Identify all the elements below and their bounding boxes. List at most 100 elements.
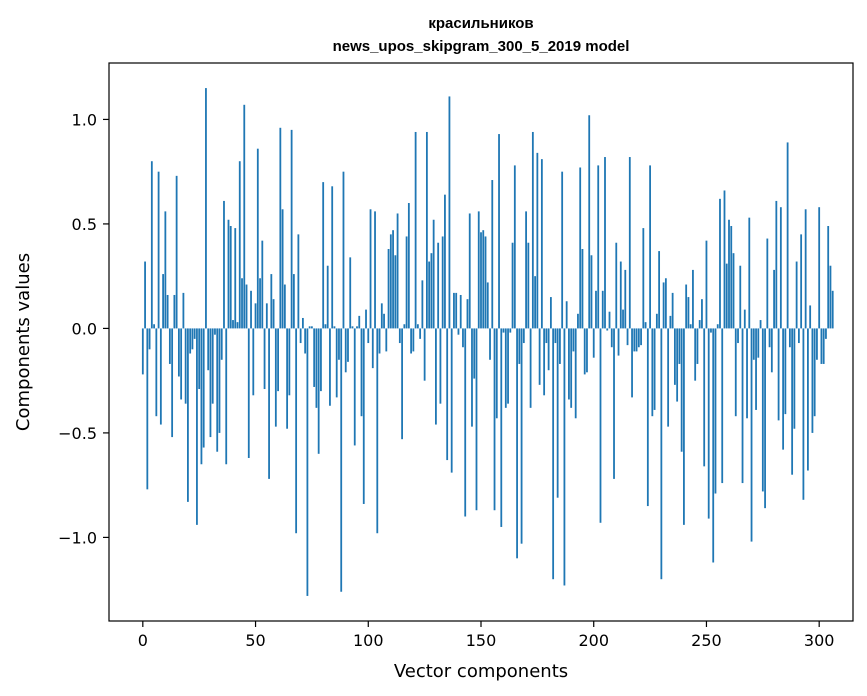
bar (462, 328, 464, 348)
bar (786, 142, 789, 329)
bar (513, 165, 516, 329)
bar (270, 274, 273, 329)
bar (430, 253, 433, 329)
bar (261, 240, 264, 329)
bar (489, 328, 491, 360)
bar (254, 303, 257, 329)
bar (389, 234, 392, 329)
bar (202, 328, 205, 448)
bar (288, 328, 291, 396)
bar (229, 226, 232, 329)
bar (586, 328, 588, 373)
bar (764, 328, 766, 509)
bar (572, 328, 575, 352)
bar (683, 328, 685, 525)
bar (622, 309, 624, 329)
bar (326, 265, 329, 329)
bar (223, 200, 225, 329)
bar (739, 265, 742, 329)
bar (205, 88, 207, 329)
bar (522, 328, 525, 344)
bar (809, 305, 812, 329)
bar (349, 257, 352, 329)
bar (610, 328, 613, 348)
bar (719, 198, 721, 329)
bar (351, 326, 354, 329)
bar (475, 328, 478, 511)
bar (696, 328, 699, 364)
bar (692, 269, 694, 329)
bar (662, 282, 665, 329)
bar (554, 328, 557, 344)
bar (405, 236, 408, 329)
bar (274, 328, 277, 427)
bar (200, 328, 203, 465)
bar (590, 255, 593, 329)
bar (416, 324, 419, 329)
bar (511, 242, 514, 329)
bar (252, 328, 255, 396)
bar (387, 249, 390, 329)
bar (500, 328, 503, 527)
bar (209, 328, 212, 438)
bar (286, 328, 289, 429)
bar (703, 328, 706, 467)
bar (193, 328, 196, 339)
y-tick-label: 1.0 (72, 110, 97, 129)
bar (480, 232, 482, 329)
bar (196, 328, 198, 525)
bar (214, 328, 216, 335)
bar (791, 328, 794, 475)
bar (568, 328, 570, 400)
bar (673, 328, 676, 385)
bar (265, 303, 268, 329)
bar (358, 315, 361, 329)
x-tick-label: 50 (245, 631, 265, 650)
bar (768, 328, 771, 348)
bar (520, 328, 523, 544)
bar (680, 328, 683, 452)
bar (189, 328, 192, 354)
bar (775, 200, 778, 329)
bar (793, 328, 796, 429)
bar (232, 320, 234, 329)
bar (619, 261, 622, 329)
bar (761, 328, 764, 492)
bar (536, 152, 539, 329)
bar (502, 328, 505, 333)
bar (559, 328, 561, 364)
bar (444, 194, 446, 329)
bar (441, 236, 444, 329)
bar (403, 324, 406, 329)
bar (439, 328, 442, 404)
bar (256, 148, 259, 329)
bar (191, 328, 194, 350)
y-tick-label: 0.5 (72, 215, 97, 234)
bar (473, 328, 476, 379)
bar (637, 328, 640, 348)
bar (631, 328, 633, 398)
bar (565, 301, 568, 329)
bar (435, 328, 437, 425)
bar (281, 209, 284, 329)
bar (164, 211, 167, 329)
bar (818, 207, 821, 329)
bar (144, 261, 146, 329)
bar (676, 328, 679, 402)
bar (716, 324, 719, 329)
bar (446, 328, 449, 461)
bar (459, 294, 462, 329)
bar (141, 328, 144, 375)
bar (581, 249, 584, 329)
bar (748, 217, 751, 329)
bar (311, 326, 313, 329)
bar (626, 328, 629, 346)
y-tick-label: 0.0 (72, 319, 97, 338)
bar (245, 284, 248, 329)
bar (804, 209, 807, 329)
bar (340, 328, 343, 592)
bar (552, 328, 555, 580)
bar (516, 328, 518, 559)
bar (687, 297, 690, 329)
